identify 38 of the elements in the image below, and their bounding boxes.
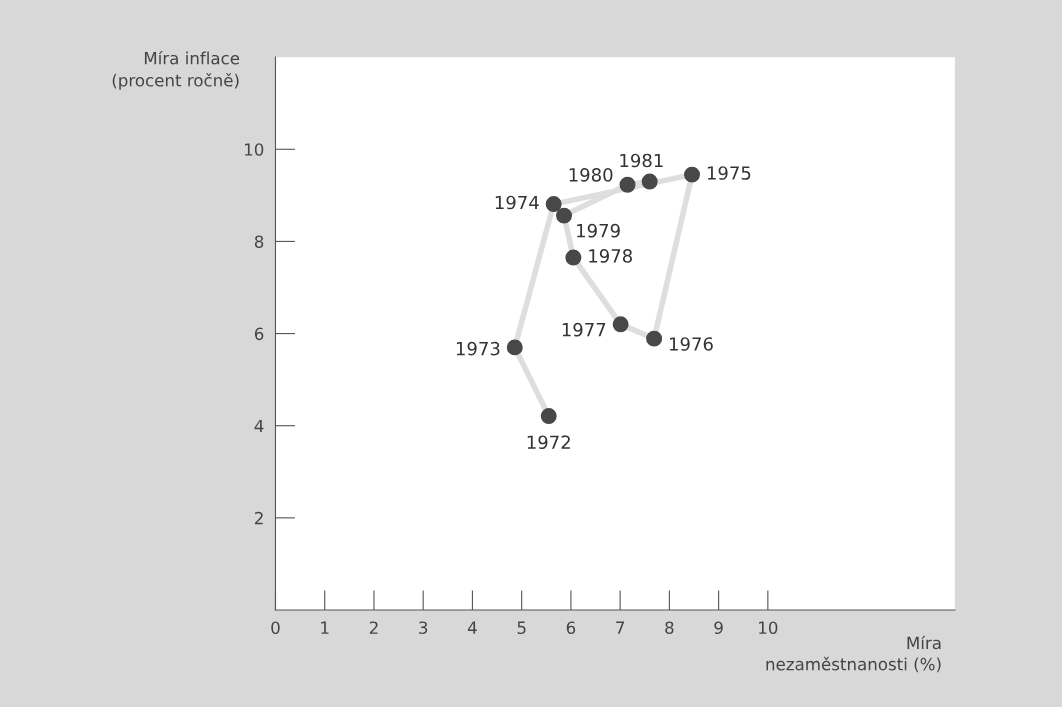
x-tick-label: 8 [665, 621, 674, 635]
annotation: 1981 [620, 153, 663, 168]
point [565, 249, 582, 266]
point [641, 173, 658, 190]
x-tick-label: 9 [714, 621, 723, 635]
point [506, 339, 523, 356]
point [619, 176, 636, 193]
annotation: 1977 [562, 322, 606, 337]
point [540, 408, 557, 425]
x-tick-label: 3 [419, 621, 428, 635]
x-tick-label: 2 [369, 621, 378, 634]
y-tick-label: 10 [244, 143, 264, 156]
y-tick-label: 6 [254, 327, 264, 341]
x-tick-label: 10 [759, 621, 778, 635]
annotation: 1972 [527, 435, 570, 450]
point [646, 330, 663, 347]
x-tick-label: 4 [467, 621, 477, 634]
point [684, 166, 701, 183]
annotation: 1979 [577, 223, 620, 238]
point [612, 316, 629, 333]
y-tick-label: 4 [254, 419, 264, 433]
annotation: 1976 [669, 337, 713, 351]
x-tick-label: 1 [321, 621, 329, 634]
annotation: 1975 [707, 166, 751, 180]
x-tick-label: 5 [517, 621, 526, 635]
point [545, 196, 562, 213]
annotation: 1973 [456, 341, 500, 356]
y-tick-label: 2 [254, 511, 263, 525]
y-axis-title: Míra inflace (procent ročně) [112, 50, 240, 90]
annotation: 1980 [569, 168, 613, 182]
x-axis-title: Míra nezaměstnanosti (%) [766, 635, 941, 673]
annotation: 1978 [589, 249, 632, 263]
x-tick-label: 7 [616, 621, 625, 634]
point [556, 207, 572, 224]
y-tick-label: 8 [254, 235, 264, 248]
x-tick-label: 6 [566, 621, 576, 635]
x-tick-label: 0 [271, 621, 280, 635]
annotation: 1974 [495, 195, 539, 210]
